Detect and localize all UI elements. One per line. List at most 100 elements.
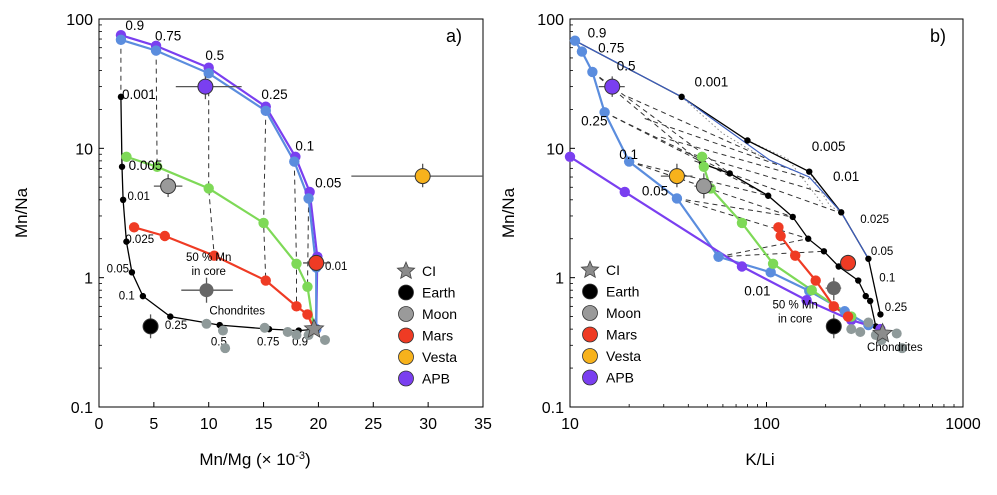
b-y-tick-label: 100 [537, 12, 564, 29]
b-point-label: 0.005 [812, 139, 846, 154]
b-series-point [564, 151, 576, 163]
b-legend-label-ci: CI [606, 262, 620, 278]
b-series-point [744, 137, 751, 144]
a-chondrite-point [291, 330, 302, 341]
b-series-point [619, 186, 630, 198]
a-chondrite-point [220, 343, 231, 354]
a-x-tick-label: 30 [419, 416, 437, 433]
a-y-tick-label: 0.1 [71, 400, 93, 417]
a-body-earth [142, 318, 159, 335]
a-tie-line [293, 161, 297, 307]
plot-frame-a [98, 18, 484, 408]
a-chondrite-point [217, 325, 228, 336]
b-series-point [767, 258, 779, 270]
b-annotation-0: in core [778, 313, 813, 325]
a-series-point [119, 196, 127, 204]
b-series-point [736, 261, 748, 272]
b-series-point [678, 93, 685, 101]
a-series-point [167, 313, 174, 320]
a-chondrite-point [201, 318, 212, 329]
a-legend-label-moon: Moon [422, 306, 457, 322]
a-point-label: 0.001 [122, 87, 156, 102]
b-chondrite-point [863, 317, 874, 328]
b-series-point [820, 248, 828, 255]
b-point-label: 0.25 [885, 302, 907, 314]
panel-label-a: a) [446, 26, 462, 46]
b-point-label: 0.25 [581, 114, 607, 129]
a-series-point [302, 309, 313, 320]
a-series-point [123, 238, 130, 245]
a-series-point [128, 222, 140, 233]
a-legend-marker-earth [398, 284, 414, 301]
a-tie-line [155, 50, 158, 167]
b-series-point [801, 294, 812, 306]
a-point-label: 0.05 [107, 263, 129, 275]
points-b [564, 35, 886, 335]
b-series-point [696, 151, 708, 163]
b-series-point [862, 292, 869, 300]
b-series-line-3 [574, 40, 869, 260]
b-tie-line [676, 197, 809, 240]
b-ci-star [872, 322, 894, 343]
b-series-point [713, 251, 724, 262]
point-labels-a: 0.9 0.75 0.5 0.25 0.1 0.05 0.01 0.001 0.005 0.01 0… [107, 18, 348, 348]
panel-b: b) K/Li Mn/Na 10 100 1000 0.1 1 10 100 0.90.75… [499, 12, 981, 469]
b-point-label: 0.01 [744, 283, 770, 298]
b-tie-line [604, 111, 769, 197]
a-tie-line [208, 73, 215, 256]
b-dotted-curve [808, 171, 842, 213]
b-legend-marker-mars [582, 326, 598, 343]
b-series-point [790, 250, 801, 261]
b-series-point [587, 66, 598, 78]
a-body-mars [308, 254, 325, 271]
b-series-point [806, 168, 813, 175]
a-series-point [203, 68, 214, 79]
a-point-label: 0.01 [128, 191, 150, 203]
b-chondrite-point [855, 327, 866, 338]
b-series-point [671, 193, 683, 204]
a-series-point [159, 230, 171, 242]
b-series-point [773, 222, 784, 233]
extra-a: 50 % Mn in core Chondrites [142, 76, 483, 354]
a-series-point [118, 163, 126, 170]
a-series-point [121, 151, 132, 163]
b-series-point [775, 230, 786, 242]
panel-a: a) Mn/Mg (× 10-3) Mn/Na 0 5 10 15 20 25 30 35 0.… [12, 12, 492, 469]
b-tie-line [676, 197, 793, 218]
b-legend-marker-earth [582, 283, 598, 300]
a-point-label: 0.5 [205, 48, 224, 63]
a-x-tick-label: 0 [95, 416, 104, 433]
a-series-line-2 [126, 155, 316, 330]
a-x-tick-label: 25 [364, 416, 382, 433]
a-point-label: 0.05 [315, 175, 341, 190]
b-tie-line [629, 161, 793, 218]
b-tie-line [628, 96, 771, 161]
b-point-label: 0.025 [860, 214, 889, 226]
a-legend-label-mars: Mars [422, 328, 453, 344]
a-legend-label-earth: Earth [422, 285, 455, 301]
extra-b: 50 % Mn in core Chondrites [598, 76, 923, 354]
tie-lines-b [592, 71, 842, 258]
a-ci-star [303, 318, 325, 339]
a-y-tick-label: 10 [75, 141, 93, 158]
a-series-point [128, 269, 136, 276]
a-point-label: 0.1 [295, 139, 314, 154]
b-annotation-0: 50 % Mn [773, 299, 818, 311]
a-x-tick-label: 35 [474, 416, 492, 433]
b-series-point [865, 255, 872, 262]
b-series-point [576, 46, 588, 57]
b-tie-line [718, 250, 824, 258]
a-legend-marker-mars [398, 327, 414, 344]
a-point-label: 0.25 [261, 87, 287, 102]
a-series-point [260, 105, 271, 117]
a-series-point [209, 250, 220, 261]
b-legend-label-mars: Mars [606, 327, 637, 343]
a-legend-label-vesta: Vesta [422, 349, 457, 365]
a-series-line-1 [120, 38, 318, 330]
a-chondrite-point [259, 322, 270, 333]
b-series-point [765, 267, 776, 278]
legend-a: CI Earth Moon Mars Vesta APB [396, 260, 457, 387]
b-chondrite-point [891, 328, 902, 339]
